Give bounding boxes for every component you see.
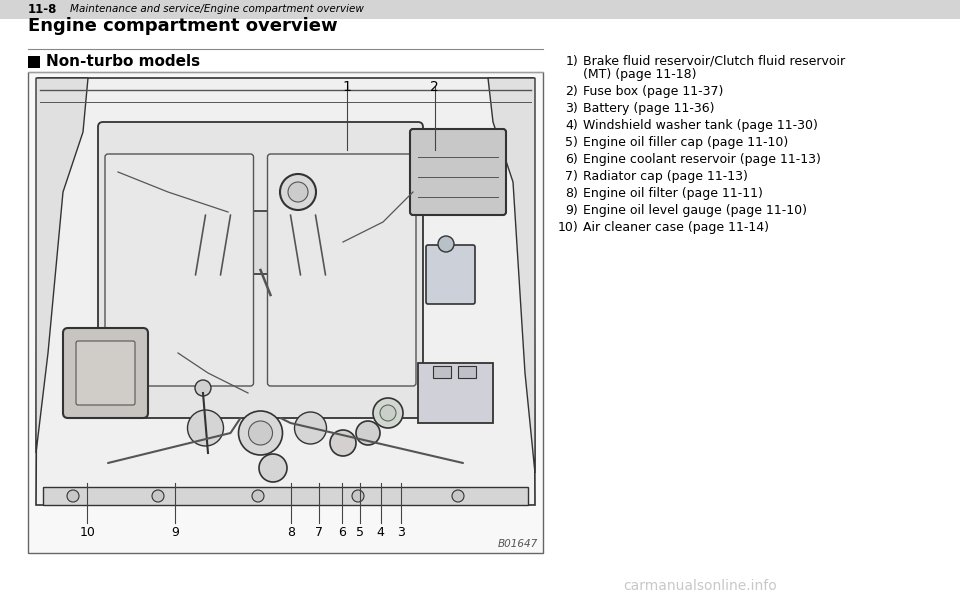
Circle shape (452, 490, 464, 502)
Text: 2): 2) (565, 85, 578, 98)
Text: (MT) (page 11-18): (MT) (page 11-18) (583, 68, 697, 81)
Text: Engine oil filler cap (page 11-10): Engine oil filler cap (page 11-10) (583, 136, 788, 149)
Text: 9): 9) (565, 204, 578, 217)
Circle shape (288, 182, 308, 202)
Circle shape (195, 380, 211, 396)
Text: Engine oil level gauge (page 11-10): Engine oil level gauge (page 11-10) (583, 204, 807, 217)
Text: Radiator cap (page 11-13): Radiator cap (page 11-13) (583, 170, 748, 183)
Text: 5: 5 (356, 527, 364, 540)
Circle shape (295, 412, 326, 444)
Circle shape (238, 411, 282, 455)
Text: Fuse box (page 11-37): Fuse box (page 11-37) (583, 85, 724, 98)
Circle shape (152, 490, 164, 502)
Text: 3: 3 (397, 527, 405, 540)
Bar (458, 366, 476, 378)
Text: 10: 10 (80, 527, 95, 540)
Text: Battery (page 11-36): Battery (page 11-36) (583, 102, 714, 115)
Bar (0, 0, 960, 19)
FancyBboxPatch shape (268, 154, 416, 386)
Circle shape (249, 421, 273, 445)
Text: Brake fluid reservoir/Clutch fluid reservoir: Brake fluid reservoir/Clutch fluid reser… (583, 55, 845, 68)
Text: 6): 6) (565, 153, 578, 166)
Bar (418, 363, 493, 423)
Text: 8: 8 (287, 527, 295, 540)
Text: 7): 7) (565, 170, 578, 183)
Circle shape (373, 398, 403, 428)
Circle shape (187, 410, 224, 446)
Polygon shape (488, 78, 535, 473)
Text: 2: 2 (430, 80, 440, 94)
Text: 9: 9 (171, 527, 179, 540)
Circle shape (330, 430, 356, 456)
Text: 1): 1) (565, 55, 578, 68)
Text: 11-8: 11-8 (28, 3, 58, 16)
Text: 10): 10) (557, 221, 578, 234)
Circle shape (352, 490, 364, 502)
FancyBboxPatch shape (202, 211, 320, 274)
Circle shape (259, 454, 287, 482)
Text: 4): 4) (565, 119, 578, 132)
Text: Windshield washer tank (page 11-30): Windshield washer tank (page 11-30) (583, 119, 818, 132)
Text: 6: 6 (338, 527, 347, 540)
FancyBboxPatch shape (426, 245, 475, 304)
Bar (433, 366, 451, 378)
Text: Engine oil filter (page 11-11): Engine oil filter (page 11-11) (583, 187, 763, 200)
Text: Maintenance and service/Engine compartment overview: Maintenance and service/Engine compartme… (70, 4, 364, 15)
FancyBboxPatch shape (63, 328, 148, 418)
Text: 4: 4 (377, 527, 385, 540)
FancyBboxPatch shape (410, 129, 506, 215)
Text: 3): 3) (565, 102, 578, 115)
FancyBboxPatch shape (105, 154, 253, 386)
Text: carmanualsonline.info: carmanualsonline.info (623, 579, 777, 593)
Text: Engine coolant reservoir (page 11-13): Engine coolant reservoir (page 11-13) (583, 153, 821, 166)
Bar (28, 56, 40, 68)
Text: 1: 1 (343, 80, 351, 94)
Bar (43, 487, 528, 505)
Polygon shape (36, 78, 88, 453)
Bar (28, 72, 543, 553)
Circle shape (438, 236, 454, 252)
Text: Non-turbo models: Non-turbo models (46, 54, 200, 70)
FancyBboxPatch shape (76, 341, 135, 405)
Circle shape (280, 174, 316, 210)
Text: 7: 7 (315, 527, 323, 540)
Circle shape (380, 405, 396, 421)
Text: Engine compartment overview: Engine compartment overview (28, 17, 338, 35)
Text: 5): 5) (565, 136, 578, 149)
Circle shape (67, 490, 79, 502)
Circle shape (252, 490, 264, 502)
Circle shape (356, 421, 380, 445)
Polygon shape (36, 78, 535, 505)
Text: 8): 8) (565, 187, 578, 200)
Text: Air cleaner case (page 11-14): Air cleaner case (page 11-14) (583, 221, 769, 234)
FancyBboxPatch shape (98, 122, 423, 418)
Text: B01647: B01647 (497, 539, 538, 549)
